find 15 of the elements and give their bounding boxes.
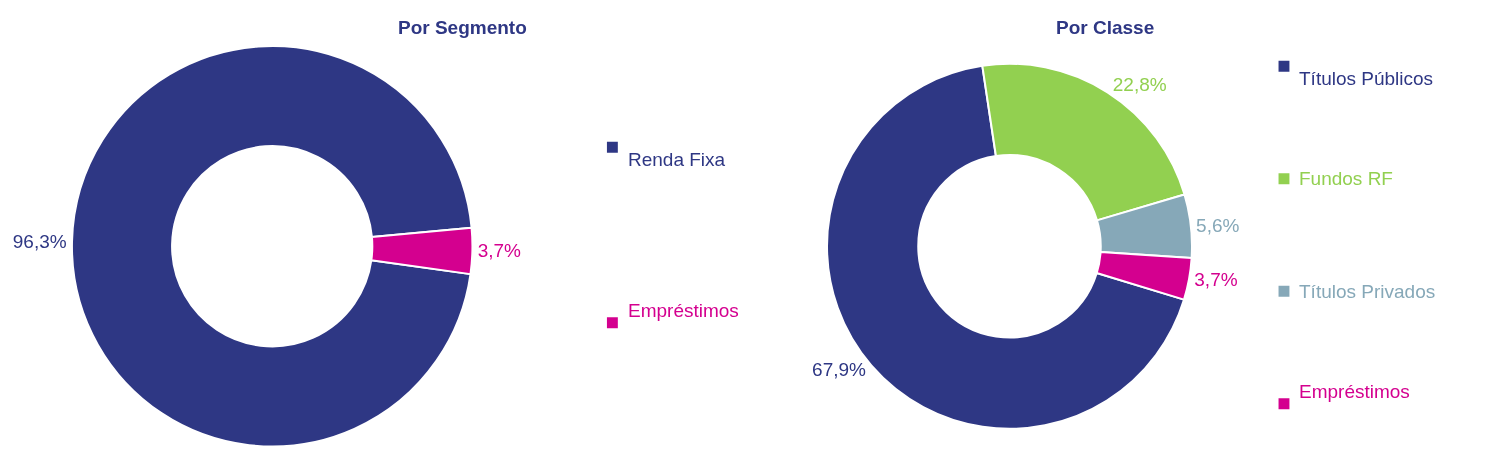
legend-label: Empréstimos: [628, 300, 739, 321]
donut-slice: [71, 45, 473, 448]
data-label: 5,6%: [1196, 215, 1240, 237]
data-label: 22,8%: [1112, 74, 1167, 96]
legend-label: Renda Fixa: [628, 149, 726, 170]
data-label: 3,7%: [477, 240, 522, 262]
data-label: 3,7%: [1194, 268, 1238, 290]
legend-label: Títulos Públicos: [1299, 68, 1434, 89]
legend-label: Fundos RF: [1299, 168, 1393, 189]
data-label: 96,3%: [12, 231, 67, 253]
legend-label: Empréstimos: [1299, 381, 1410, 402]
chart-title: Por Segmento: [398, 17, 527, 38]
legend-label: Títulos Privados: [1299, 281, 1436, 302]
chart-title: Por Classe: [1056, 17, 1155, 38]
data-label: 67,9%: [812, 359, 867, 381]
